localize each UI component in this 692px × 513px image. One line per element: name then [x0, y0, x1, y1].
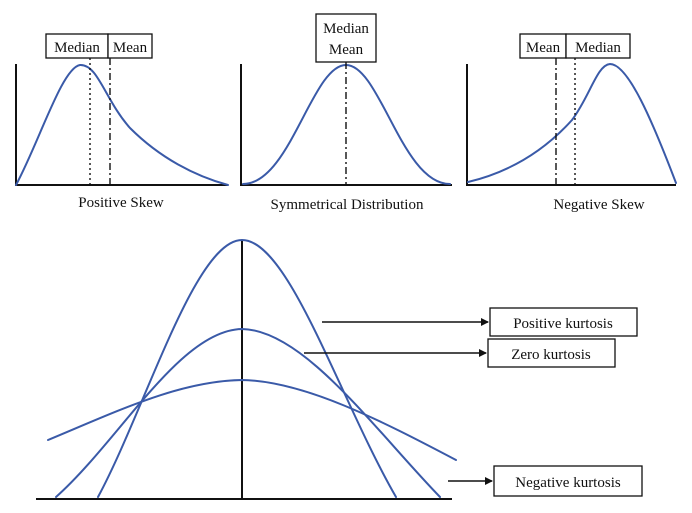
kurtosis-panel: Positive kurtosis Zero kurtosis Negative…: [36, 239, 643, 500]
symmetrical-panel: Median Mean Symmetrical Distribution: [240, 13, 452, 213]
negative-skew-axis: [466, 64, 676, 186]
positive-skew-axis: [15, 64, 228, 186]
zero-kurtosis-box: [487, 338, 616, 368]
positive-kurtosis-label: Positive kurtosis: [513, 316, 613, 332]
negative-skew-mean-box: [519, 33, 567, 59]
negative-skew-median-box: [565, 33, 631, 59]
positive-skew-panel: Median Mean Positive Skew: [15, 33, 229, 211]
negative-skew-median-label: Median: [575, 40, 621, 56]
negative-skew-panel: Mean Median Negative Skew: [466, 33, 677, 213]
positive-skew-mean-label: Mean: [113, 40, 148, 56]
symmetrical-axis: [240, 64, 452, 186]
zero-kurtosis-curve: [55, 328, 441, 498]
positive-skew-curve: [15, 63, 229, 186]
negative-kurtosis-curve: [47, 379, 457, 461]
symmetrical-mean-label: Mean: [329, 42, 364, 58]
symmetrical-caption: Symmetrical Distribution: [271, 197, 424, 213]
positive-kurtosis-curve: [97, 239, 397, 498]
positive-skew-caption: Positive Skew: [78, 195, 164, 211]
symmetrical-median-label: Median: [323, 21, 369, 37]
negative-kurtosis-box: [493, 465, 643, 497]
symmetrical-label-box: [315, 13, 377, 63]
positive-skew-median-label: Median: [54, 40, 100, 56]
negative-skew-caption: Negative Skew: [553, 197, 644, 213]
negative-skew-mean-label: Mean: [526, 40, 561, 56]
negative-skew-curve: [467, 63, 677, 184]
positive-kurtosis-box: [489, 307, 638, 337]
negative-kurtosis-label: Negative kurtosis: [515, 475, 621, 491]
positive-skew-mean-box: [107, 33, 153, 59]
zero-kurtosis-label: Zero kurtosis: [511, 347, 591, 363]
